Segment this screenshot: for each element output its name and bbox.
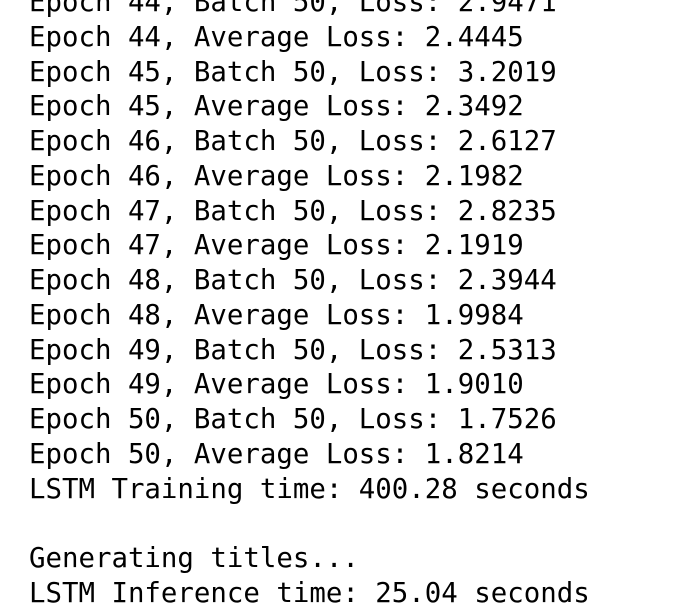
console-line-inference-time: LSTM Inference time: 25.04 seconds bbox=[29, 577, 590, 609]
console-line: Epoch 45, Average Loss: 2.3492 bbox=[29, 91, 524, 123]
console-line: Epoch 49, Batch 50, Loss: 2.5313 bbox=[29, 334, 557, 366]
console-line: Epoch 44, Average Loss: 2.4445 bbox=[29, 21, 524, 53]
console-output: Epoch 44, Batch 50, Loss: 2.9471 Epoch 44… bbox=[29, 0, 590, 612]
console-line-partial: Epoch 44, Batch 50, Loss: 2.9471 bbox=[29, 0, 557, 18]
console-line: Epoch 45, Batch 50, Loss: 3.2019 bbox=[29, 56, 557, 88]
console-line-blank bbox=[29, 507, 590, 542]
console-line: Epoch 48, Average Loss: 1.9984 bbox=[29, 299, 524, 331]
console-line: Epoch 46, Batch 50, Loss: 2.6127 bbox=[29, 126, 557, 157]
console-line-training-time: LSTM Training time: 400.28 seconds bbox=[29, 473, 590, 505]
console-line: Epoch 48, Batch 50, Loss: 2.3944 bbox=[29, 265, 557, 296]
console-line: Epoch 46, Average Loss: 2.1982 bbox=[29, 160, 524, 192]
console-line: Epoch 47, Average Loss: 2.1919 bbox=[29, 230, 524, 262]
console-line-generating: Generating titles... bbox=[29, 543, 359, 574]
console-line: Epoch 50, Average Loss: 1.8214 bbox=[29, 438, 524, 470]
console-line: Epoch 50, Batch 50, Loss: 1.7526 bbox=[29, 404, 557, 435]
console-line: Epoch 49, Average Loss: 1.9010 bbox=[29, 369, 524, 401]
console-line: Epoch 47, Batch 50, Loss: 2.8235 bbox=[29, 195, 557, 227]
